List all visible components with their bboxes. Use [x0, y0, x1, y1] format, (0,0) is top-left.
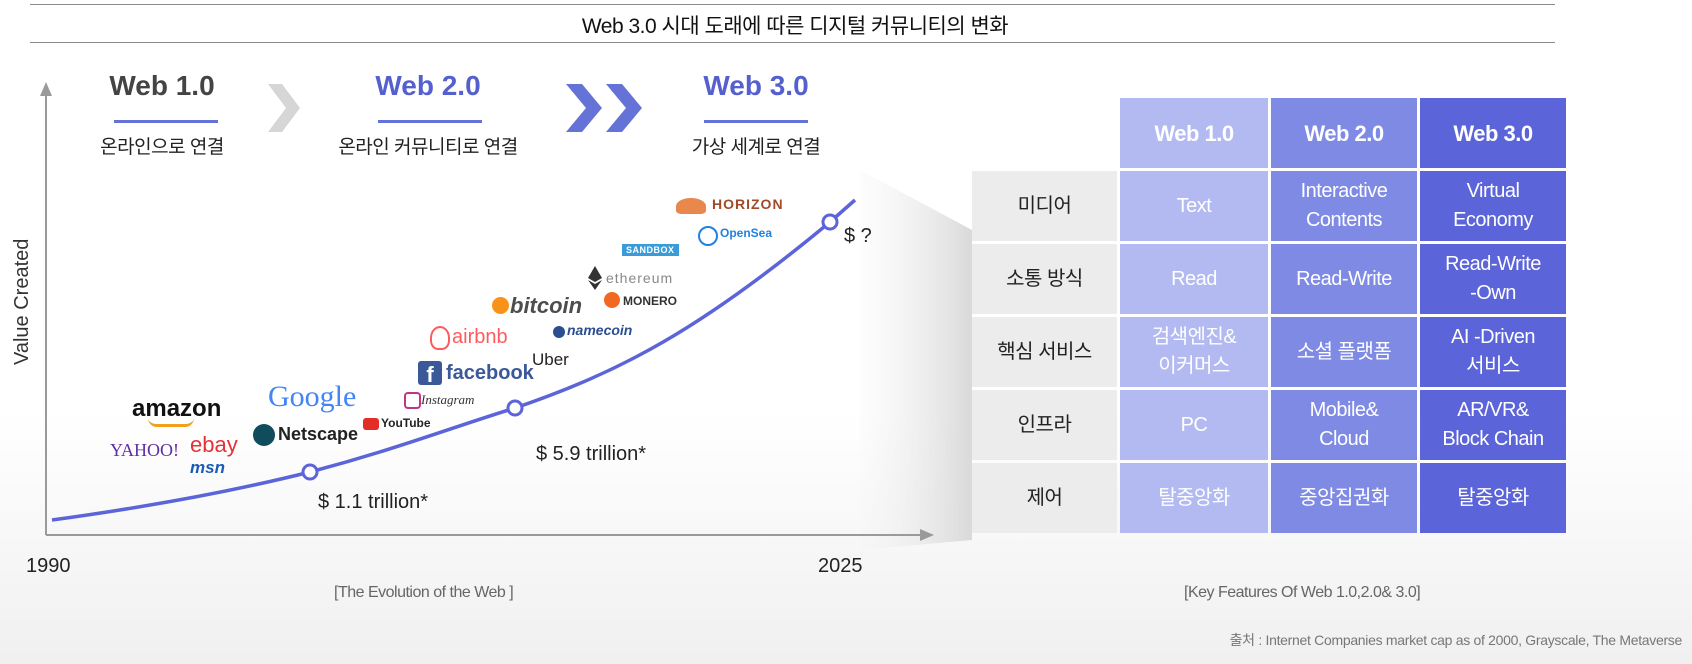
cell-communication-web3: Read-Write -Own: [1420, 244, 1566, 314]
point-label-2010: $ 5.9 trillion*: [536, 443, 646, 465]
table-header-web1: Web 1.0: [1120, 98, 1268, 168]
ethereum-icon: [588, 266, 602, 290]
row-label-communication: 소통 방식: [972, 244, 1117, 314]
logo-horizon: HORIZON: [712, 196, 784, 212]
instagram-icon: [404, 392, 421, 409]
logo-ebay: ebay: [190, 432, 238, 457]
x-tick-2025: 2025: [818, 555, 863, 577]
era-underline-web3: [704, 120, 808, 123]
cell-media-web2: Interactive Contents: [1271, 171, 1417, 241]
youtube-icon: [363, 418, 379, 430]
source-note: 출처 : Internet Companies market cap as of…: [1229, 632, 1683, 648]
cell-infra-web3: AR/VR& Block Chain: [1420, 390, 1566, 460]
table-header-web3: Web 3.0: [1420, 98, 1566, 168]
namecoin-icon: [553, 326, 565, 338]
projection-wedge: [860, 170, 972, 550]
row-label-media: 미디어: [972, 171, 1117, 241]
era-desc-web1: 온라인으로 연결: [100, 137, 224, 158]
logo-yahoo: YAHOO!: [110, 440, 179, 460]
cell-control-web3: 탈중앙화: [1420, 463, 1566, 533]
logo-facebook: facebook: [446, 362, 534, 384]
table-caption: [Key Features Of Web 1.0,2.0& 3.0]: [1184, 584, 1421, 601]
horizon-icon: [676, 198, 706, 214]
table-header-web2: Web 2.0: [1271, 98, 1417, 168]
era-desc-web2: 온라인 커뮤니티로 연결: [338, 137, 518, 158]
cell-core-service-web2: 소셜 플랫폼: [1271, 317, 1417, 387]
cell-media-web1: Text: [1120, 171, 1268, 241]
logo-sandbox: SANDBOX: [622, 244, 679, 256]
x-tick-1990: 1990: [26, 555, 71, 577]
era-title-web1: Web 1.0: [109, 70, 215, 101]
logo-opensea: OpenSea: [720, 226, 773, 240]
y-axis-arrow: [40, 82, 52, 96]
era-underline-web1: [114, 120, 218, 123]
page-title: Web 3.0 시대 도래에 따른 디지털 커뮤니티의 변화: [581, 15, 1009, 38]
chart-area: Value Created 1990 2025 $ 1.1 trillion* …: [11, 82, 934, 577]
title-rule: [30, 42, 1555, 43]
point-label-2000: $ 1.1 trillion*: [318, 491, 428, 513]
logo-airbnb: airbnb: [452, 326, 508, 348]
point-2000: [301, 463, 319, 481]
point-2010: [506, 399, 524, 417]
bitcoin-icon: [492, 297, 509, 314]
logo-instagram: Instagram: [421, 392, 475, 407]
cell-infra-web2: Mobile& Cloud: [1271, 390, 1417, 460]
cell-infra-web1: PC: [1120, 390, 1268, 460]
row-label-infra: 인프라: [972, 390, 1117, 460]
row-label-control: 제어: [972, 463, 1117, 533]
logo-monero: MONERO: [623, 294, 677, 308]
value-curve: [51, 198, 857, 522]
x-axis-arrow: [920, 529, 934, 541]
logo-ethereum: ethereum: [606, 270, 674, 286]
cell-media-web3: Virtual Economy: [1420, 171, 1566, 241]
row-label-core-service: 핵심 서비스: [972, 317, 1117, 387]
era-desc-web3: 가상 세계로 연결: [691, 137, 821, 158]
top-rule: [30, 4, 1555, 5]
cell-control-web2: 중앙집권화: [1271, 463, 1417, 533]
point-label-2022: $ ?: [844, 225, 872, 247]
cell-communication-web2: Read-Write: [1271, 244, 1417, 314]
logo-google: Google: [268, 380, 357, 413]
logo-netscape: Netscape: [278, 424, 359, 444]
y-axis-label: Value Created: [11, 239, 33, 365]
logo-youtube: YouTube: [381, 416, 431, 430]
chart-caption: [The Evolution of the Web ]: [334, 584, 514, 601]
cell-communication-web1: Read: [1120, 244, 1268, 314]
logo-msn: msn: [190, 458, 225, 477]
facebook-icon: f: [418, 361, 442, 387]
era-title-web3: Web 3.0: [703, 70, 809, 101]
amazon-smile-icon: [148, 418, 194, 427]
era-underline-web2: [378, 120, 482, 123]
era-title-web2: Web 2.0: [375, 70, 481, 101]
chevron-right-icon: [268, 84, 300, 132]
logo-uber: Uber: [532, 350, 569, 369]
monero-icon: [604, 292, 620, 308]
opensea-icon: [698, 226, 718, 246]
netscape-icon: [253, 424, 275, 446]
airbnb-icon: [430, 326, 450, 350]
point-2022: [821, 213, 839, 231]
double-chevron-right-icon: [566, 84, 642, 132]
cell-control-web1: 탈중앙화: [1120, 463, 1268, 533]
cell-core-service-web3: AI -Driven 서비스: [1420, 317, 1566, 387]
logo-bitcoin: bitcoin: [510, 293, 583, 318]
logo-namecoin: namecoin: [567, 322, 633, 338]
cell-core-service-web1: 검색엔진& 이커머스: [1120, 317, 1268, 387]
